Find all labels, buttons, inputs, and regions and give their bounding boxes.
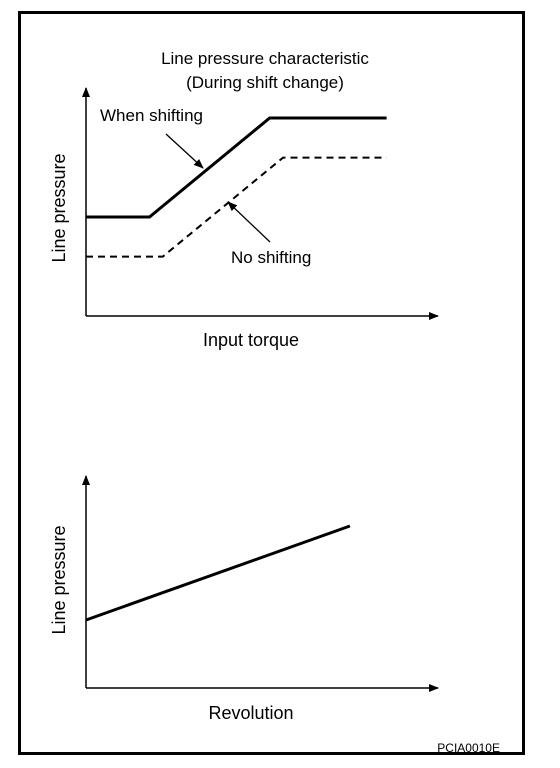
pointer-arrow-no-shifting <box>227 201 271 243</box>
top-chart: Line pressure characteristic (During shi… <box>49 49 439 350</box>
bottom-chart: Line pressure Revolution <box>49 475 439 723</box>
figure-frame <box>18 11 525 755</box>
top-chart-title: Line pressure characteristic <box>161 49 369 68</box>
bottom-y-axis-label: Line pressure <box>49 525 69 634</box>
pointer-arrow-when-shifting <box>165 133 204 169</box>
label-when-shifting: When shifting <box>100 106 203 125</box>
label-no-shifting: No shifting <box>231 248 311 267</box>
top-y-axis-label: Line pressure <box>49 153 69 262</box>
series-line-when-shifting <box>86 116 387 219</box>
figure-code: PCIA0010E <box>437 741 500 755</box>
top-x-axis-label: Input torque <box>203 330 299 350</box>
top-chart-subtitle: (During shift change) <box>186 73 344 92</box>
series-line-revolution <box>85 524 351 622</box>
bottom-x-axis-label: Revolution <box>208 703 293 723</box>
series-line-no-shifting <box>86 156 387 258</box>
